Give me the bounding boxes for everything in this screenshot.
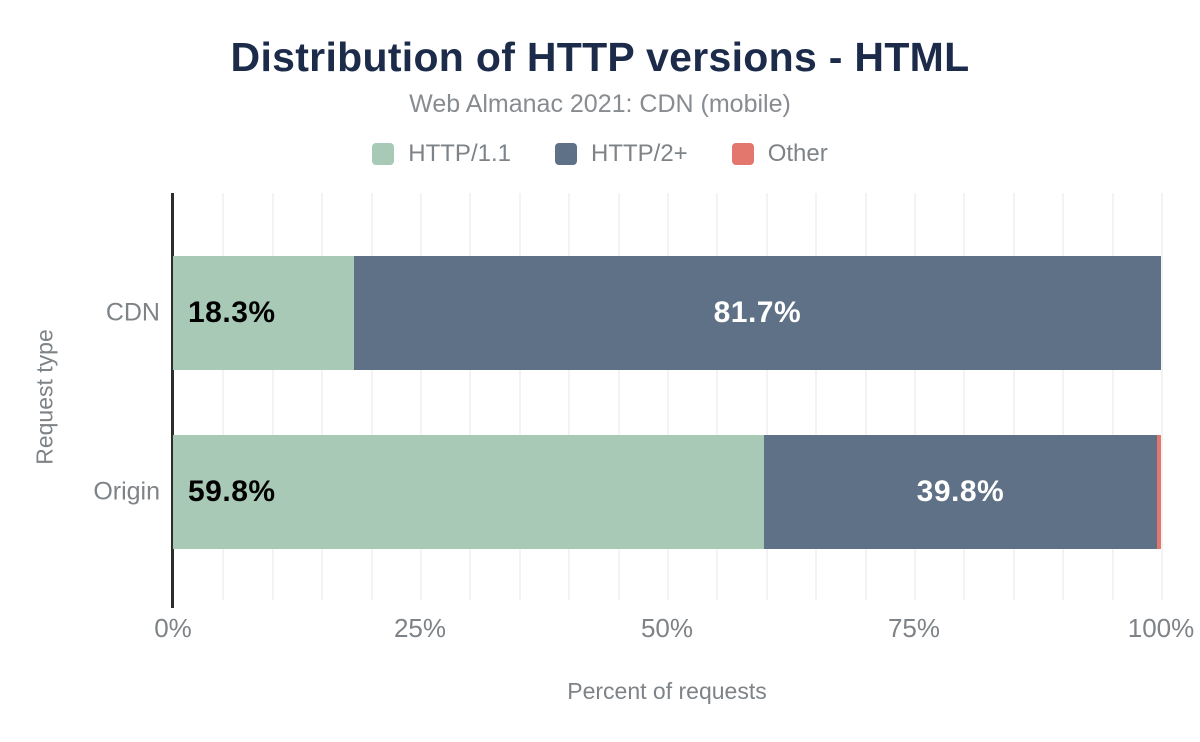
gridline [1161,193,1163,600]
x-tick-label: 100% [1127,613,1195,643]
bar-segment-cdn-http-2[interactable]: 81.7% [353,256,1161,370]
gridline [716,193,719,600]
bar-value-label: 18.3% [188,296,276,329]
gridline [617,193,620,600]
legend: HTTP/1.1 HTTP/2+ Other [0,140,1200,168]
gridline [271,193,274,600]
legend-item-http-1-1[interactable]: HTTP/1.1 [372,140,511,168]
legend-swatch-icon [554,143,577,165]
gridline [815,193,818,600]
gridline [469,193,472,600]
y-axis-title: Request type [31,329,58,465]
bar-value-label: 81.7% [713,296,802,329]
bar-value-label: 39.8% [916,475,1005,508]
legend-item-other[interactable]: Other [731,140,828,168]
gridline [222,193,225,600]
gridline [321,193,324,600]
gridline [1012,193,1015,600]
gridline [667,193,669,600]
gridline [765,193,768,600]
gridline [420,193,422,600]
bar-segment-cdn-http-1-1[interactable]: 18.3% [173,256,354,370]
gridline [963,193,966,600]
chart-title: Distribution of HTTP versions - HTML [230,34,970,80]
legend-label: HTTP/2+ [590,140,688,167]
bar-segment-origin-other[interactable] [1157,435,1161,549]
chart-subtitle: Web Almanac 2021: CDN (mobile) [409,90,791,118]
gridline [518,193,521,600]
category-label-origin: Origin [93,477,160,506]
gridline [1062,193,1065,600]
gridline [914,193,916,600]
gridline [370,193,373,600]
legend-label: Other [767,140,828,167]
gridline [568,193,571,600]
x-tick-label: 25% [393,613,447,643]
x-tick-label: 50% [640,613,694,643]
legend-swatch-icon [372,143,395,165]
x-tick-label: 75% [887,613,941,643]
y-axis-line [171,193,174,608]
legend-label: HTTP/1.1 [408,140,511,167]
bar-value-label: 59.8% [188,475,276,508]
legend-swatch-icon [731,143,754,165]
category-label-cdn: CDN [105,298,160,327]
bar-segment-origin-http-1-1[interactable]: 59.8% [173,435,764,549]
legend-item-http-2[interactable]: HTTP/2+ [554,140,688,168]
gridline [1111,193,1114,600]
bar-segment-origin-http-2[interactable]: 39.8% [763,435,1158,549]
x-tick-label: 0% [154,613,192,643]
x-axis-title: Percent of requests [567,678,767,704]
gridline [864,193,867,600]
